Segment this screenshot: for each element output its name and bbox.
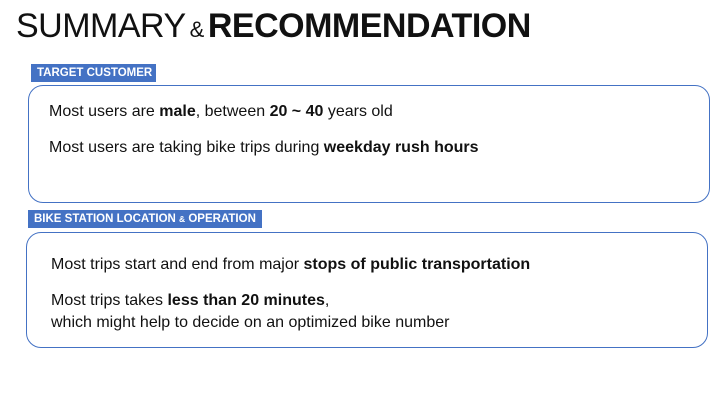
- title-summary: SUMMARY: [16, 7, 186, 45]
- bike-station-box: Most trips start and end from major stop…: [26, 232, 708, 348]
- label-segment: BIKE STATION LOCATION: [34, 213, 180, 225]
- target-customer-line-2: Most users are taking bike trips during …: [49, 138, 479, 158]
- text-segment: which might help to decide on an optimiz…: [51, 314, 450, 331]
- slide-title: SUMMARY & RECOMMENDATION: [16, 6, 531, 50]
- bike-station-line-3: which might help to decide on an optimiz…: [51, 313, 449, 333]
- section-label-bike-station: BIKE STATION LOCATION & OPERATION: [28, 210, 262, 228]
- bike-station-line-1: Most trips start and end from major stop…: [51, 255, 530, 275]
- text-segment: ,: [324, 292, 330, 309]
- text-segment: Most trips takes: [51, 292, 168, 309]
- text-segment: years old: [323, 103, 393, 120]
- title-ampersand: &: [189, 17, 205, 42]
- bold-segment: weekday rush hours: [323, 139, 479, 156]
- title-recommendation: RECOMMENDATION: [207, 7, 531, 45]
- target-customer-box: Most users are male, between 20 ~ 40 yea…: [28, 85, 710, 203]
- bold-segment: 20 ~ 40: [269, 103, 324, 120]
- bold-segment: male: [159, 103, 196, 120]
- label-segment: OPERATION: [185, 213, 256, 225]
- text-segment: Most users are: [49, 103, 160, 120]
- bold-segment: stops of public transportation: [303, 256, 531, 273]
- text-segment: Most trips start and end from major: [51, 256, 304, 273]
- bike-station-line-2: Most trips takes less than 20 minutes,: [51, 291, 329, 311]
- label-ampersand: &: [179, 214, 186, 224]
- section-label-target-customer: TARGET CUSTOMER: [31, 64, 156, 82]
- text-segment: Most users are taking bike trips during: [49, 139, 324, 156]
- target-customer-line-1: Most users are male, between 20 ~ 40 yea…: [49, 102, 393, 122]
- text-segment: , between: [195, 103, 270, 120]
- bold-segment: less than 20 minutes: [167, 292, 325, 309]
